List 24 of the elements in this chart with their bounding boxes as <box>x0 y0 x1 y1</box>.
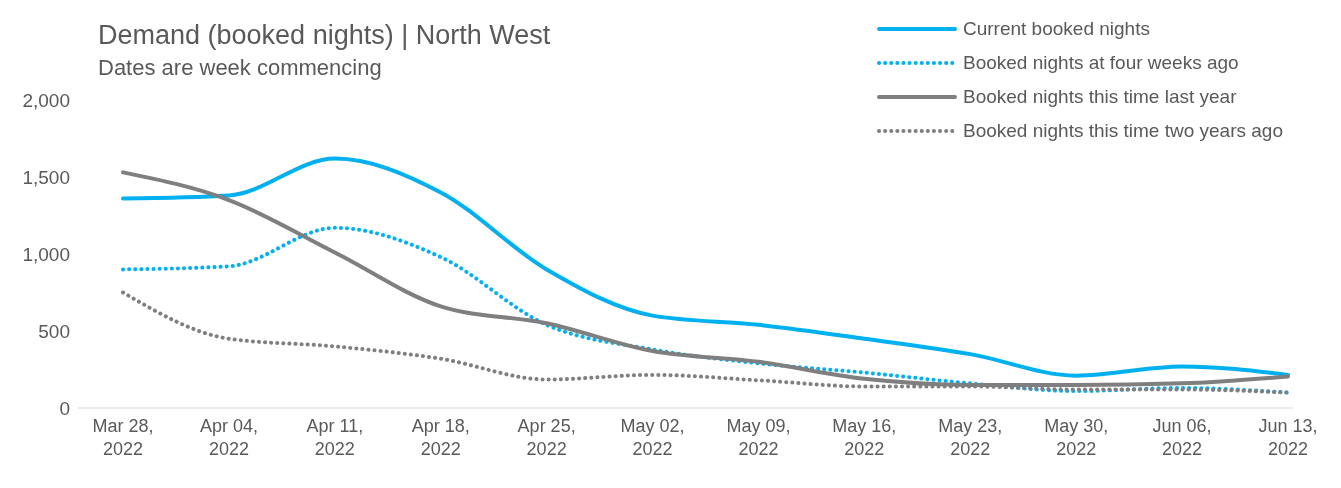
x-tick-label: Jun 06, 2022 <box>1152 416 1212 459</box>
y-tick-label: 500 <box>38 320 70 342</box>
x-tick-label: Jun 13, 2022 <box>1258 416 1318 459</box>
y-tick-label: 0 <box>59 397 70 419</box>
x-tick-label: Mar 28, 2022 <box>92 416 154 459</box>
x-tick-label: May 23, 2022 <box>938 416 1003 459</box>
x-tick-label: May 02, 2022 <box>620 416 685 459</box>
x-tick-label: May 30, 2022 <box>1044 416 1109 459</box>
chart-title: Demand (booked nights) | North West <box>98 20 551 51</box>
x-tick-label: Apr 04, 2022 <box>199 416 258 459</box>
legend-label: Booked nights this time two years ago <box>962 120 1283 142</box>
line-series <box>121 225 1290 395</box>
x-tick-label: Apr 18, 2022 <box>411 416 470 459</box>
y-tick-label: 1,000 <box>22 243 70 265</box>
x-tick-label: Apr 25, 2022 <box>517 416 576 459</box>
legend-label: Booked nights this time last year <box>962 86 1237 108</box>
x-tick-label: Apr 11, 2022 <box>306 416 364 459</box>
legend-label: Current booked nights <box>962 18 1150 40</box>
x-tick-label: May 16, 2022 <box>832 416 897 459</box>
y-tick-label: 1,500 <box>22 166 70 188</box>
chart-subtitle: Dates are week commencing <box>98 55 383 81</box>
legend-label: Booked nights at four weeks ago <box>962 52 1239 74</box>
x-tick-label: May 09, 2022 <box>726 416 791 459</box>
y-tick-label: 2,000 <box>22 89 70 111</box>
